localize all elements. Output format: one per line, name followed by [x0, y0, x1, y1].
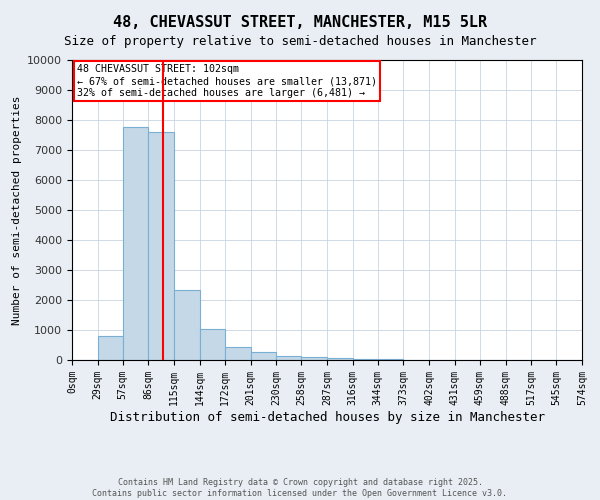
Bar — [327, 358, 353, 360]
X-axis label: Distribution of semi-detached houses by size in Manchester: Distribution of semi-detached houses by … — [110, 410, 545, 424]
Text: Contains HM Land Registry data © Crown copyright and database right 2025.
Contai: Contains HM Land Registry data © Crown c… — [92, 478, 508, 498]
Bar — [98, 336, 122, 360]
Text: Size of property relative to semi-detached houses in Manchester: Size of property relative to semi-detach… — [64, 35, 536, 48]
Bar — [225, 346, 251, 360]
Bar — [200, 328, 225, 360]
Y-axis label: Number of semi-detached properties: Number of semi-detached properties — [12, 95, 22, 325]
Bar — [251, 352, 277, 360]
Bar — [148, 132, 174, 360]
Text: 48 CHEVASSUT STREET: 102sqm
← 67% of semi-detached houses are smaller (13,871)
3: 48 CHEVASSUT STREET: 102sqm ← 67% of sem… — [77, 64, 377, 98]
Text: 48, CHEVASSUT STREET, MANCHESTER, M15 5LR: 48, CHEVASSUT STREET, MANCHESTER, M15 5L… — [113, 15, 487, 30]
Bar — [174, 290, 200, 360]
Bar — [122, 128, 148, 360]
Bar — [301, 357, 327, 360]
Bar — [353, 359, 377, 360]
Bar — [277, 356, 301, 360]
